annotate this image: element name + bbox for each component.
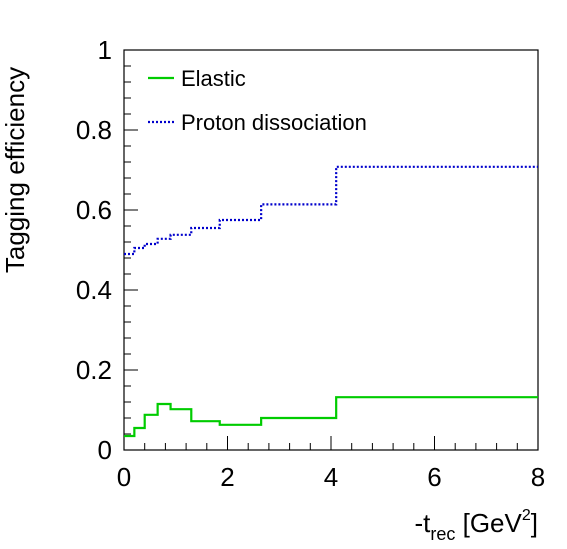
axis-ticks [123,49,539,451]
x-tick-label: 8 [531,462,545,492]
y-tick-label: 0 [98,435,112,465]
x-axis-title: -trec [GeV2] [414,507,538,544]
y-axis-title: Tagging efficiency [0,67,30,273]
x-tick-label: 4 [324,462,338,492]
x-tick-label: 2 [220,462,234,492]
series-elastic-line [124,396,538,438]
legend-label: Proton dissociation [181,110,367,135]
x-axis-title-sub: rec [430,524,455,544]
legend-label: Elastic [181,66,246,91]
x-axis-title-unit: [GeV [455,508,522,538]
y-tick-label: 0.2 [76,355,112,385]
x-axis-title-close: ] [531,508,538,538]
legend: Elastic Proton dissociation [148,66,367,135]
x-tick-label: 0 [117,462,131,492]
x-axis-title-sup: 2 [522,507,531,524]
y-tick-label: 0.8 [76,115,112,145]
y-tick-label: 0.6 [76,195,112,225]
x-axis-title-main: -t [414,508,431,538]
x-tick-label: 6 [427,462,441,492]
series-proton-dissociation-line [124,165,538,256]
axis-tick-labels: 0 2 4 6 8 0 0.2 0.4 0.6 0.8 1 [76,35,545,492]
series-layer [124,165,538,438]
y-tick-label: 0.4 [76,275,112,305]
y-tick-label: 1 [98,35,112,65]
